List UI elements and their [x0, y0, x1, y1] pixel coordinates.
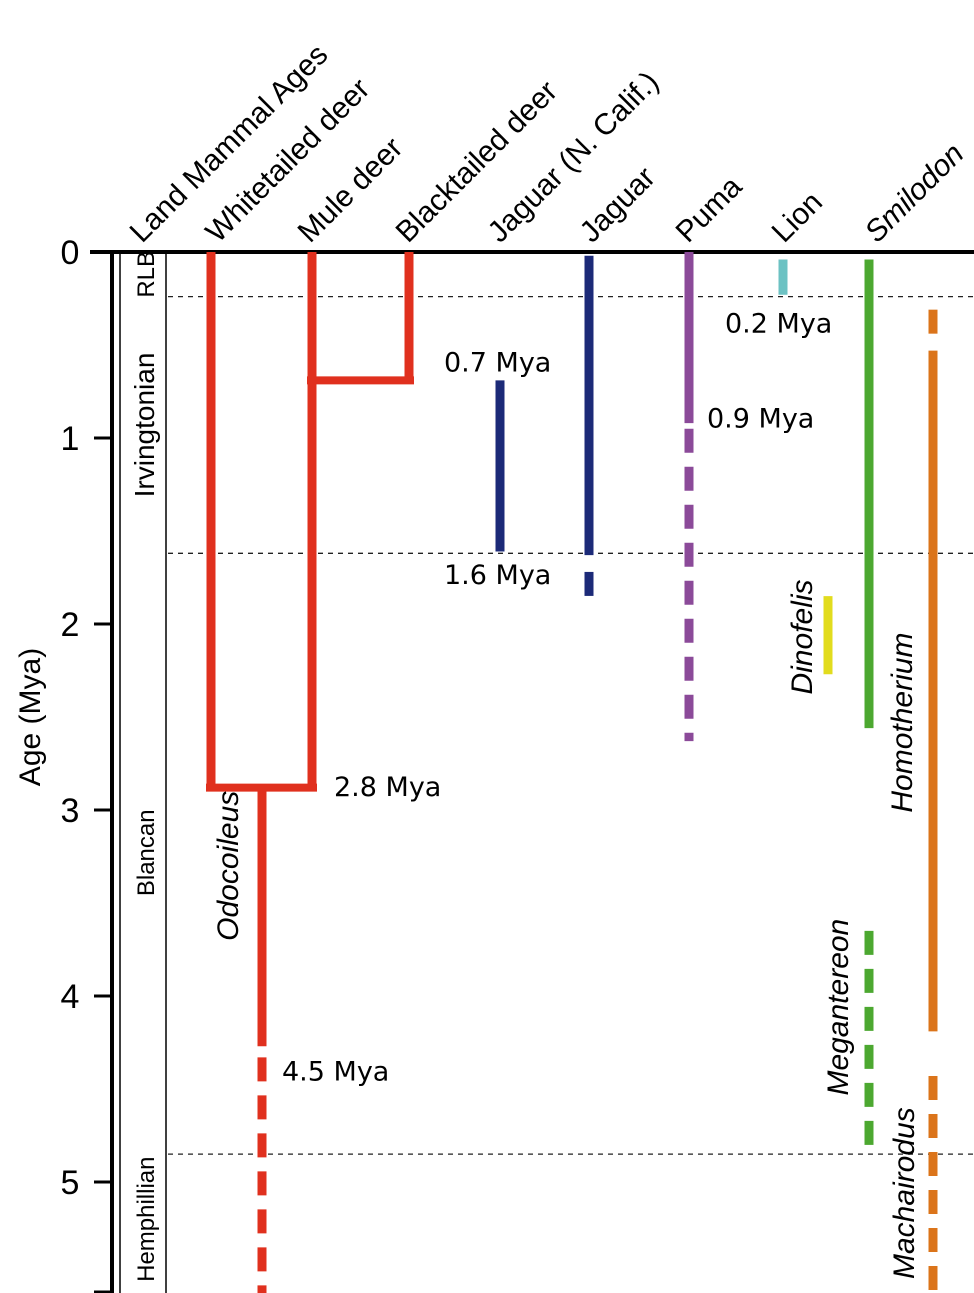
y-tick-label: 2: [61, 606, 80, 644]
y-tick-label: 3: [61, 792, 80, 830]
y-tick-label: 5: [61, 1164, 80, 1202]
y-tick-label: 1: [61, 420, 80, 458]
taxon-label-homotherium: Homotherium: [886, 633, 919, 813]
column-header-jaguar-n-calif: Jaguar (N. Calif.): [482, 65, 666, 249]
grid-layer: [168, 295, 974, 1155]
y-tick-label: 4: [61, 978, 80, 1016]
column-header-puma: Puma: [670, 170, 749, 249]
column-header-jaguar: Jaguar: [574, 161, 662, 249]
land-mammal-age-label: Hemphillian: [133, 1157, 160, 1282]
axes-layer: [90, 250, 974, 1293]
age-annotation: 0.7 Mya: [444, 348, 551, 379]
column-header-blacktailed-deer: Blacktailed deer: [390, 75, 564, 249]
y-axis-title: Age (Mya): [14, 648, 47, 786]
age-annotation: 0.2 Mya: [725, 309, 832, 340]
ranges-layer: [206, 252, 938, 1293]
land-mammal-age-label: RLB: [133, 251, 160, 298]
taxon-label-megantereon: Megantereon: [822, 919, 855, 1096]
age-annotation: 0.9 Mya: [707, 404, 814, 435]
age-annotation: 1.6 Mya: [444, 560, 551, 591]
column-header-lion: Lion: [766, 186, 829, 249]
taxon-label-dinofelis: Dinofelis: [786, 579, 819, 694]
age-annotation: 2.8 Mya: [334, 772, 441, 803]
taxon-label-machairodus: Machairodus: [888, 1107, 921, 1279]
age-annotation: 4.5 Mya: [282, 1056, 389, 1087]
taxon-label-odocoileus: Odocoileus: [212, 791, 245, 941]
land-mammal-age-label: Irvingtonian: [129, 353, 160, 498]
column-header-smilodon: Smilodon: [859, 137, 971, 249]
land-mammal-age-label: Blancan: [133, 809, 160, 896]
y-tick-label: 0: [61, 234, 80, 272]
